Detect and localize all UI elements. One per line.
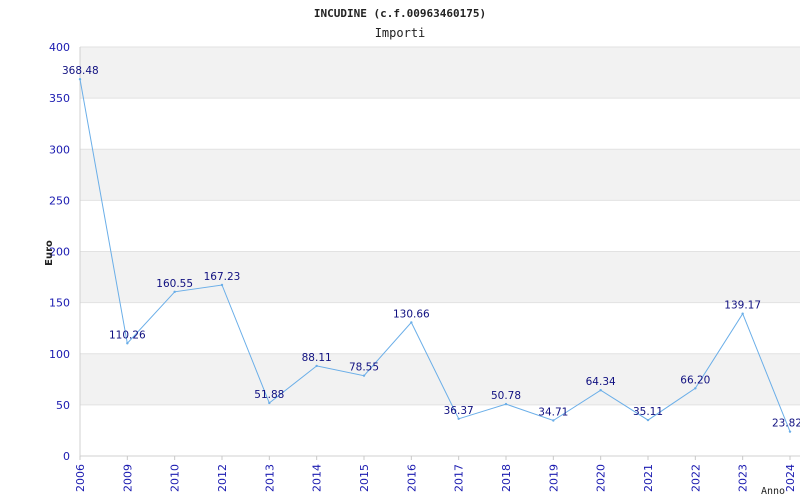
x-tick-label: 2016 [405, 464, 418, 492]
data-point [362, 374, 366, 377]
data-point [552, 419, 555, 422]
series-path [79, 79, 791, 432]
data-label: 51.88 [254, 389, 284, 401]
data-label: 160.55 [156, 278, 193, 290]
series-line [78, 78, 792, 433]
x-tick-label: 2012 [216, 464, 229, 492]
x-tick-label: 2018 [500, 464, 513, 492]
data-point [741, 312, 744, 315]
data-point [504, 402, 508, 406]
y-tick-label: 350 [49, 92, 70, 105]
y-tick-label: 400 [49, 41, 70, 54]
data-label: 66.20 [680, 374, 710, 386]
y-tick-label: 150 [49, 297, 70, 310]
grid-lines [80, 46, 800, 457]
grid-band [80, 149, 800, 201]
data-point [646, 418, 650, 422]
data-label: 35.11 [633, 406, 663, 418]
x-tick-label: 2019 [547, 464, 560, 492]
data-point [410, 321, 413, 324]
y-tick-label: 250 [49, 194, 70, 207]
data-label: 34.71 [538, 407, 568, 419]
axes [79, 47, 800, 457]
x-axis-label: Anno [761, 486, 785, 497]
data-point [599, 389, 602, 392]
data-label: 110.26 [109, 329, 146, 341]
y-tick-label: 50 [56, 399, 70, 412]
x-tick-label: 2009 [121, 464, 134, 492]
x-tick-label: 2013 [263, 464, 276, 492]
data-point [173, 290, 176, 294]
x-tick-label: 2010 [169, 464, 182, 492]
data-point [126, 342, 129, 345]
x-tick-label: 2006 [74, 464, 87, 492]
y-tick-label: 300 [49, 143, 70, 156]
x-tick-label: 2017 [453, 464, 466, 492]
data-point [457, 417, 460, 421]
x-tick-label: 2015 [358, 464, 371, 492]
data-point [694, 387, 697, 390]
data-label: 167.23 [204, 271, 241, 283]
data-label: 88.11 [302, 352, 332, 364]
x-tick-labels: 2006 2009 2010 2012 2013 2014 2015 2016 2017 2018… [74, 456, 797, 492]
data-label: 368.48 [62, 65, 99, 77]
chart-subtitle: Importi [375, 26, 426, 40]
x-tick-label: 2020 [595, 464, 608, 492]
y-tick-label: 200 [49, 246, 70, 259]
x-tick-label: 2023 [737, 464, 750, 492]
data-point [788, 430, 792, 433]
data-label: 139.17 [724, 300, 761, 312]
data-labels: 368.48 110.26 160.55 167.23 51.88 88.11 78.55 1… [62, 65, 800, 429]
x-tick-label: 2014 [311, 464, 324, 492]
data-point [220, 283, 224, 287]
data-point [315, 364, 318, 368]
y-tick-label: 100 [49, 348, 70, 361]
y-axis-label: Euro [44, 240, 55, 266]
data-label: 36.37 [444, 405, 474, 417]
data-label: 64.34 [586, 376, 616, 388]
y-tick-labels: 0 50 100 150 200 250 300 350 400 [49, 41, 70, 463]
x-tick-label: 2021 [642, 464, 655, 492]
grid-band [80, 353, 800, 405]
x-tick-label: 2022 [689, 464, 702, 492]
grid-band [80, 251, 800, 303]
grid-band [80, 47, 800, 99]
data-point [78, 78, 82, 81]
data-label: 78.55 [349, 362, 379, 374]
x-tick-label: 2024 [784, 464, 797, 492]
grid-bands [80, 47, 800, 405]
chart-title: INCUDINE (c.f.00963460175) [314, 7, 486, 20]
y-tick-label: 0 [63, 450, 70, 463]
data-label: 23.82 [772, 418, 800, 430]
data-label: 50.78 [491, 390, 521, 402]
data-point [268, 401, 271, 405]
data-label: 130.66 [393, 308, 430, 320]
